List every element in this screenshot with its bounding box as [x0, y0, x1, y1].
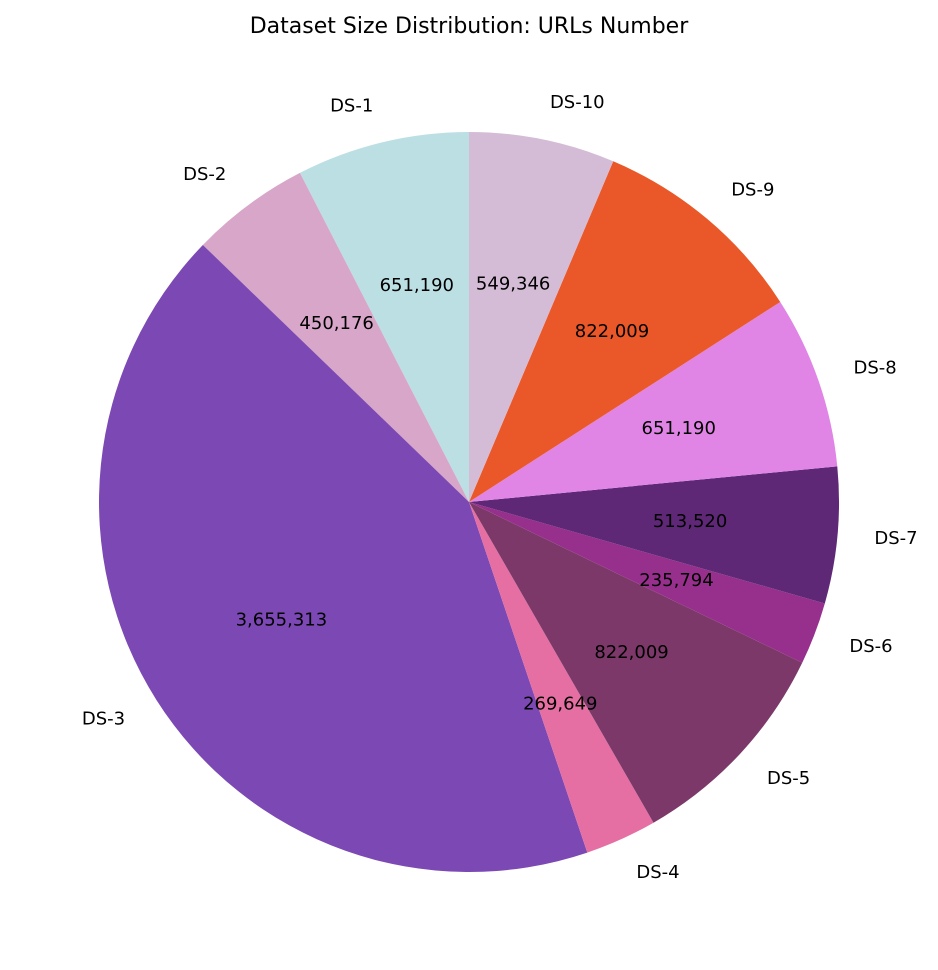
pie-slice-ds-9 — [469, 161, 781, 502]
category-label-ds-4: DS-4 — [636, 862, 679, 883]
pie-slice-ds-4 — [469, 502, 654, 853]
category-label-ds-10: DS-10 — [550, 92, 605, 113]
value-labels: 651,190 450,176 3,655,313 269,649 822,009 235… — [236, 273, 728, 714]
pie-slice-ds-8 — [469, 301, 838, 502]
pie-slice-ds-3 — [99, 244, 588, 872]
category-label-ds-3: DS-3 — [82, 709, 125, 730]
value-label-ds-2: 450,176 — [299, 313, 373, 334]
value-label-ds-5: 822,009 — [594, 642, 668, 663]
chart-title: Dataset Size Distribution: URLs Number — [250, 14, 689, 39]
category-label-ds-5: DS-5 — [767, 768, 810, 789]
pie-slices — [99, 132, 840, 872]
value-label-ds-10: 549,346 — [476, 273, 550, 294]
category-label-ds-6: DS-6 — [849, 636, 892, 657]
pie-slice-ds-2 — [202, 172, 470, 502]
pie-slice-ds-5 — [469, 502, 803, 823]
value-label-ds-9: 822,009 — [575, 321, 649, 342]
value-label-ds-7: 513,520 — [653, 511, 727, 532]
value-label-ds-1: 651,190 — [380, 275, 454, 296]
pie-slice-ds-10 — [469, 132, 614, 502]
pie-slice-ds-1 — [299, 132, 469, 502]
value-label-ds-8: 651,190 — [642, 418, 716, 439]
value-label-ds-6: 235,794 — [639, 570, 713, 591]
category-label-ds-9: DS-9 — [731, 180, 774, 201]
category-labels: DS-1 DS-2 DS-3 DS-4 DS-5 DS-6 DS-7 DS-8 DS-9 DS-1… — [82, 92, 918, 883]
pie-slice-ds-6 — [469, 502, 825, 663]
category-label-ds-7: DS-7 — [874, 528, 917, 549]
category-label-ds-2: DS-2 — [183, 164, 226, 185]
category-label-ds-8: DS-8 — [854, 358, 897, 379]
value-label-ds-3: 3,655,313 — [236, 610, 328, 631]
value-label-ds-4: 269,649 — [523, 693, 597, 714]
pie-slice-ds-7 — [469, 466, 840, 604]
category-label-ds-1: DS-1 — [330, 95, 373, 116]
